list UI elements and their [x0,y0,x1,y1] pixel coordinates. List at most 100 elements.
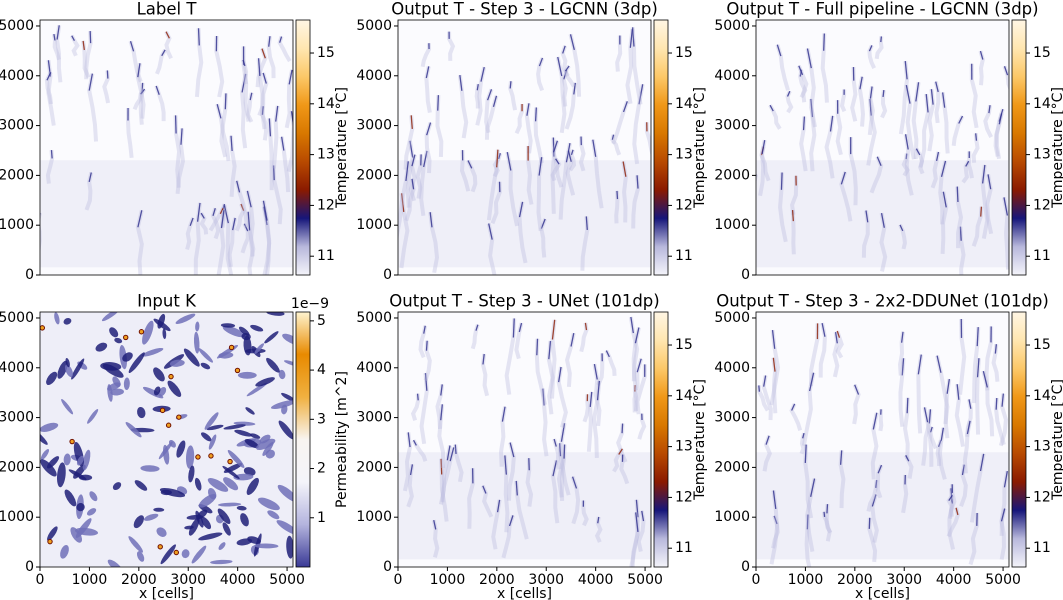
plume [498,152,501,160]
colorbar-tick-label: 12 [1033,197,1051,213]
plume [540,218,546,229]
low-permeability-blob [143,513,159,521]
plume [634,327,640,344]
low-permeability-blob [267,510,280,520]
plume [942,92,946,108]
plume [868,45,873,52]
low-permeability-blob [54,312,60,325]
plume [446,445,451,461]
low-permeability-blob [175,313,196,324]
plume [440,404,443,421]
x-tick-label: 4000 [220,572,256,588]
low-permeability-blob [181,549,190,559]
low-permeability-blob [70,527,83,543]
plume [161,49,166,57]
plume [411,154,416,167]
low-permeability-blob [107,559,123,567]
plume [930,89,934,105]
plume [988,105,991,114]
colorbar-tick-label: 13 [675,439,693,455]
high-permeability-spot [123,334,129,341]
field-wash [756,452,1009,560]
plume [829,115,834,132]
plume [440,384,443,396]
plume [480,66,485,82]
plot-frame [397,19,652,276]
low-permeability-blob [266,357,280,373]
plume [925,94,929,113]
plume [975,133,978,141]
colorbar-tick-label: 14 [675,388,693,404]
plume [424,373,428,391]
plume [425,66,430,79]
plume [638,84,644,105]
plume [798,65,804,76]
low-permeability-blob [254,343,265,354]
high-permeability-spot [234,367,241,374]
plume [280,136,285,151]
low-permeability-blob [101,312,120,322]
plume [243,223,249,232]
panel-title: Output T - Full pipeline - LGCNN (3dp) [726,0,1038,19]
plume [901,358,905,376]
plume [482,485,487,494]
plume [1003,471,1008,488]
plume [630,316,634,334]
low-permeability-blob [141,347,164,357]
colorbar-tick-label: 14 [675,96,693,112]
plume [839,450,843,465]
plume [622,101,628,113]
heatmap-image [40,312,293,567]
plume [240,203,245,211]
plume [426,122,432,136]
y-tick-label: 3000 [356,118,392,134]
plume [410,115,413,129]
plume [212,207,216,216]
low-permeability-blob [237,371,257,379]
plume [137,63,141,78]
colorbar-tick-label: 12 [675,489,693,505]
colorbar-tick-label: 1 [317,510,326,526]
panel-title: Output T - Step 3 - 2x2-DDUNet (101dp) [716,292,1049,311]
plume [769,104,774,112]
plume [806,48,812,69]
low-permeability-blob [246,382,268,397]
plume [56,25,60,40]
plume [50,150,53,159]
plume [636,175,639,189]
plume [635,499,639,518]
low-permeability-blob [244,438,259,449]
low-permeability-blob [201,432,212,442]
low-permeability-blob [109,327,119,338]
plume [904,61,908,80]
plume [981,164,986,184]
plume [935,151,940,162]
plume [262,200,268,221]
plume [761,140,766,155]
plume [492,95,498,107]
x-axis-label: x [cells] [497,586,552,600]
low-permeability-blob [188,465,195,483]
colorbar-tick-label: 2 [317,461,326,477]
low-permeability-blob [134,480,148,491]
low-permeability-blob [57,360,68,379]
high-permeability-spot [208,453,214,459]
low-permeability-blob [193,331,200,354]
field-wash [398,452,651,560]
low-permeability-blob [184,525,194,530]
high-permeability-spot [165,422,172,428]
colorbar-tick-label: 14 [1033,96,1051,112]
y-tick-label: 3000 [356,410,392,426]
plume [937,440,942,448]
plume [155,85,160,95]
plume [976,327,979,347]
colorbar-tick-label: 11 [317,248,335,264]
low-permeability-blob [107,382,121,391]
y-tick-label: 2000 [0,167,34,183]
plume [979,50,984,60]
plume [597,516,600,524]
y-tick-label: 1000 [714,217,750,233]
plume [948,494,953,501]
plume [449,447,455,462]
plume [562,45,566,54]
